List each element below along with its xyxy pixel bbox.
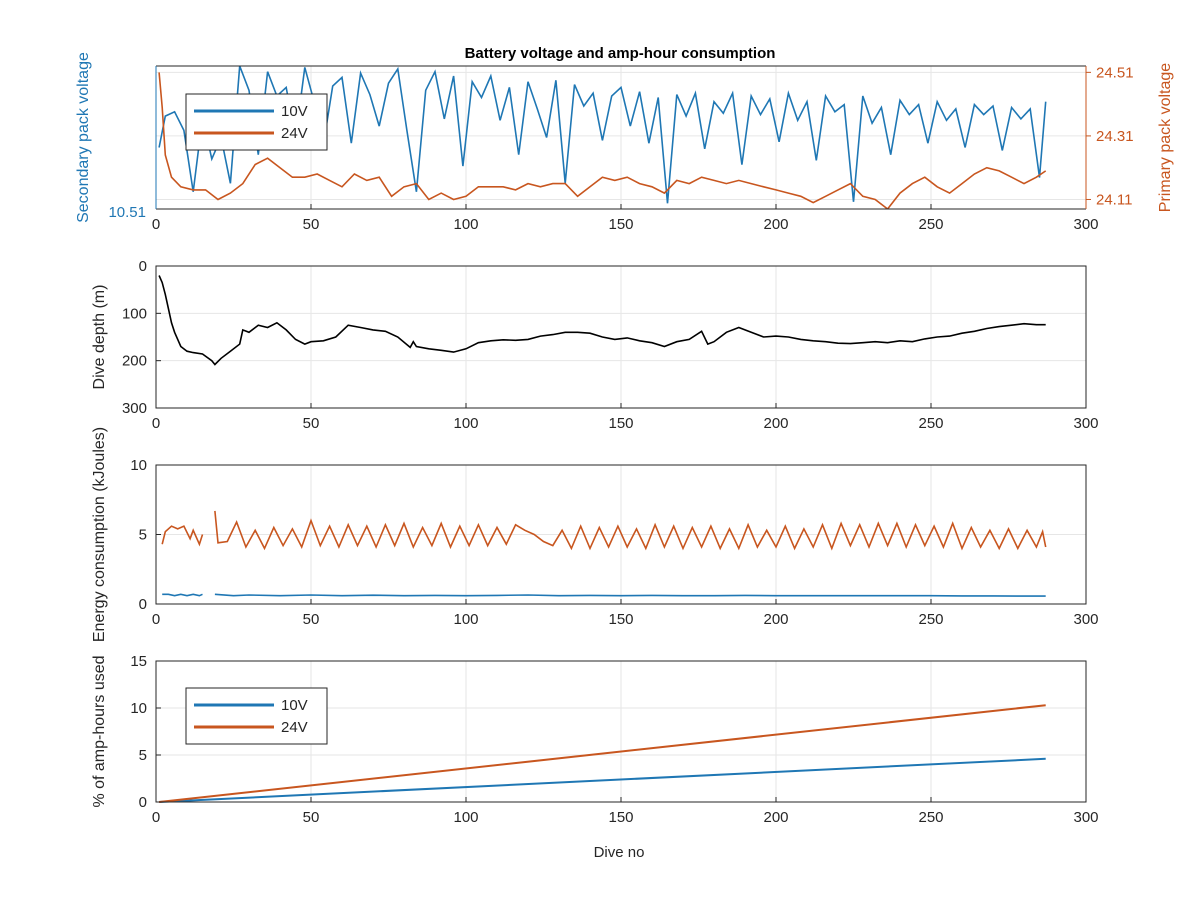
energy-series-10V-0 <box>162 593 203 597</box>
energy-ytick-label: 5 <box>139 527 147 544</box>
voltage-right-ytick-label: 24.51 <box>1096 64 1134 81</box>
amphours-xlabel: Dive no <box>594 844 645 861</box>
energy-series-24V-1 <box>214 510 1047 551</box>
panel-voltage: 0 50 100 150 200 250 300 24.11 24.31 24.51 10.51 Se… <box>75 52 1174 233</box>
depth-xtick-label: 0 <box>152 415 160 432</box>
amphours-xtick-label: 150 <box>608 809 633 826</box>
amphours-ytick-label: 5 <box>139 747 147 764</box>
voltage-xtick-label: 200 <box>763 216 788 233</box>
amphours-ytick-label: 10 <box>130 700 147 717</box>
voltage-xtick-label: 300 <box>1073 216 1098 233</box>
amphours-legend-box <box>185 687 328 745</box>
depth-ytick-label: 300 <box>122 400 147 417</box>
voltage-legend-box <box>185 93 328 151</box>
depth-xtick-label: 200 <box>763 415 788 432</box>
energy-xtick-label: 50 <box>303 611 320 628</box>
depth-axes-box <box>155 265 1087 409</box>
energy-series-10V-1 <box>214 593 1046 597</box>
energy-ytick-label: 0 <box>139 596 147 613</box>
energy-xtick-label: 300 <box>1073 611 1098 628</box>
energy-xtick-label: 100 <box>453 611 478 628</box>
depth-xtick-label: 100 <box>453 415 478 432</box>
figure-title: Battery voltage and amp-hour consumption <box>465 45 776 62</box>
amphours-xtick-label: 50 <box>303 809 320 826</box>
panel-energy: 0 50 100 150 200 250 300 0 5 10 Energy consumption… <box>91 427 1099 642</box>
depth-xtick-label: 150 <box>608 415 633 432</box>
depth-ytick-label: 200 <box>122 353 147 370</box>
depth-ytick-label: 100 <box>122 305 147 322</box>
depth-series-depth-0 <box>158 275 1046 366</box>
amphours-xtick-label: 0 <box>152 809 160 826</box>
energy-ytick-label: 10 <box>130 457 147 474</box>
voltage-left-ytick-label: 10.51 <box>108 204 146 221</box>
energy-xtick-label: 0 <box>152 611 160 628</box>
panels: 0 50 100 150 200 250 30024.1124.3124.5110.51Se… <box>75 52 1174 861</box>
energy-xtick-label: 200 <box>763 611 788 628</box>
amphours-ytick-label: 0 <box>139 794 147 811</box>
voltage-xtick-label: 100 <box>453 216 478 233</box>
depth-ytick-label: 0 <box>139 258 147 275</box>
energy-xtick-label: 250 <box>918 611 943 628</box>
depth-xtick-label: 300 <box>1073 415 1098 432</box>
voltage-xtick-label: 50 <box>303 216 320 233</box>
amphours-xtick-label: 250 <box>918 809 943 826</box>
voltage-right-ylabel: Primary pack voltage <box>1157 63 1174 212</box>
depth-ylabel: Dive depth (m) <box>91 285 108 390</box>
amphours-legend-label-10V: 10V <box>281 697 308 714</box>
voltage-right-ytick-label: 24.31 <box>1096 128 1134 145</box>
voltage-right-ytick-label: 24.11 <box>1096 191 1132 208</box>
energy-xtick-label: 150 <box>608 611 633 628</box>
amphours-xtick-label: 100 <box>453 809 478 826</box>
panel-depth: 0 50 100 150 200 250 300 0 100 200 300 Dive depth (… <box>91 258 1099 432</box>
voltage-left-ylabel: Secondary pack voltage <box>75 52 92 223</box>
energy-axes-box <box>155 464 1087 605</box>
amphours-xtick-label: 200 <box>763 809 788 826</box>
amphours-ytick-label: 15 <box>130 653 147 670</box>
amphours-axes-box <box>155 660 1087 803</box>
amphours-series-10V-0 <box>159 757 1046 803</box>
amphours-legend-label-24V: 24V <box>281 719 308 736</box>
voltage-legend-label-10V: 10V <box>281 103 308 120</box>
voltage-series-10V <box>158 66 1047 204</box>
amphours-xtick-label: 300 <box>1073 809 1098 826</box>
voltage-legend-label-24V: 24V <box>281 125 308 142</box>
depth-xtick-label: 250 <box>918 415 943 432</box>
voltage-xtick-label: 150 <box>608 216 633 233</box>
voltage-xtick-label: 250 <box>918 216 943 233</box>
amphours-ylabel: % of amp-hours used <box>91 655 108 807</box>
amphours-series-24V-0 <box>158 704 1046 803</box>
panel-amphours: 0 50 100 150 200 250 300 0 5 10 15 % of amp-hours u… <box>91 653 1099 861</box>
energy-ylabel: Energy consumption (kJoules) <box>91 427 108 642</box>
depth-xtick-label: 50 <box>303 415 320 432</box>
voltage-series-24V <box>158 72 1047 209</box>
voltage-xtick-label: 0 <box>152 216 160 233</box>
energy-series-24V-0 <box>161 525 204 547</box>
